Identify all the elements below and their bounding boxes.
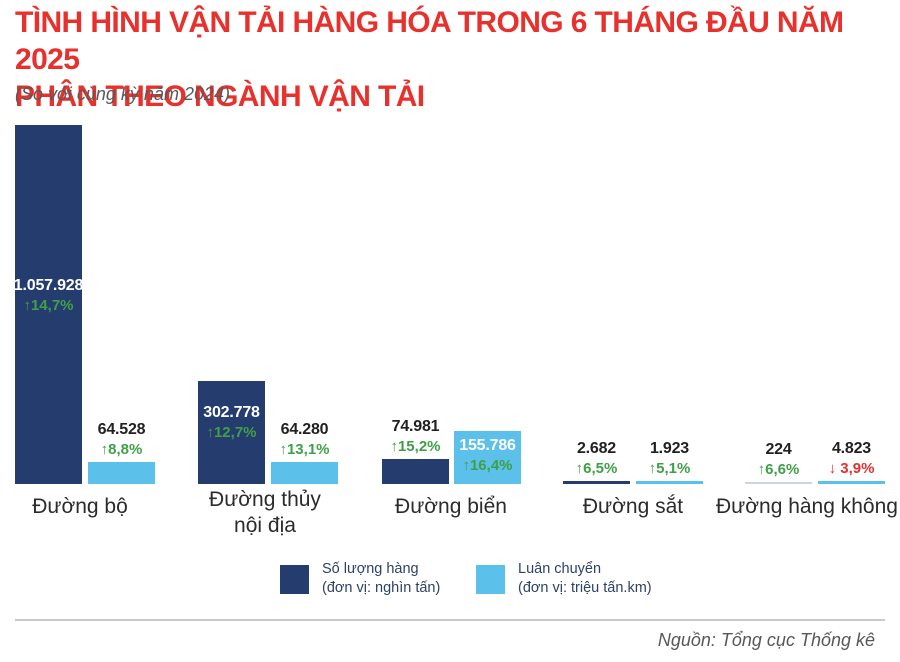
legend-text: Số lượng hàng (đơn vị: nghìn tấn) bbox=[322, 560, 440, 598]
rotation-swatch-icon bbox=[476, 565, 505, 594]
footer-divider bbox=[15, 619, 885, 621]
value-text: 4.823 bbox=[831, 440, 872, 457]
rotation-bar-duong-thuy-noi-dia bbox=[271, 462, 338, 484]
rotation-bar-duong-hang-khong bbox=[818, 481, 885, 484]
volume-bar-duong-hang-khong bbox=[745, 482, 812, 484]
legend-series-name: Luân chuyển bbox=[518, 561, 602, 577]
change-text: ↑12,7% bbox=[206, 424, 257, 441]
value-text: 64.528 bbox=[97, 421, 146, 439]
value-text: 1.057.928 bbox=[13, 277, 84, 294]
legend-item-rotation: Luân chuyển (đơn vị: triệu tấn.km) bbox=[476, 560, 652, 598]
category-label-duong-bo: Đường bộ bbox=[32, 495, 128, 518]
legend-text: Luân chuyển (đơn vị: triệu tấn.km) bbox=[518, 560, 652, 598]
value-label-volume-duong-thuy: 302.778 ↑12,7% bbox=[177, 402, 287, 442]
category-label-duong-bien: Đường biển bbox=[395, 495, 507, 518]
volume-bar-duong-bo bbox=[15, 125, 82, 484]
value-label-volume-hang-khong: 224 ↑6,6% bbox=[724, 439, 834, 479]
value-label-volume-duong-bien: 74.981 ↑15,2% bbox=[361, 416, 471, 456]
value-text: 64.280 bbox=[280, 421, 329, 439]
value-label-volume-duong-bo: 1.057.928 ↑14,7% bbox=[0, 275, 104, 315]
legend-series-unit: (đơn vị: triệu tấn.km) bbox=[518, 580, 652, 596]
change-text: ↑6,6% bbox=[757, 461, 800, 478]
value-label-rotation-duong-bo: 64.528 ↑8,8% bbox=[67, 419, 177, 459]
source-credit: Nguồn: Tổng cục Thống kê bbox=[657, 630, 875, 650]
change-text: ↑8,8% bbox=[100, 441, 143, 459]
legend-item-volume: Số lượng hàng (đơn vị: nghìn tấn) bbox=[280, 560, 440, 598]
title-line-1: TÌNH HÌNH VẬN TẢI HÀNG HÓA TRONG 6 THÁNG… bbox=[15, 6, 844, 76]
change-text: ↑5,1% bbox=[648, 460, 691, 477]
change-text: ↑14,7% bbox=[23, 297, 74, 314]
value-text: 302.778 bbox=[203, 404, 260, 421]
change-text: ↑15,2% bbox=[390, 437, 441, 455]
category-label-duong-sat: Đường sắt bbox=[582, 495, 684, 518]
value-label-rotation-hang-khong: 4.823 ↓ 3,9% bbox=[797, 438, 900, 478]
value-label-volume-duong-sat: 2.682 ↑6,5% bbox=[542, 438, 652, 478]
volume-swatch-icon bbox=[280, 565, 309, 594]
value-text: 74.981 bbox=[391, 417, 440, 435]
value-text: 1.923 bbox=[649, 440, 690, 457]
volume-bar-duong-sat bbox=[563, 481, 630, 484]
volume-bar-duong-bien bbox=[382, 458, 449, 484]
value-label-rotation-duong-thuy: 64.280 ↑13,1% bbox=[250, 419, 360, 459]
bar-chart: 1.057.928 ↑14,7% 302.778 ↑12,7% 155.786 … bbox=[0, 115, 900, 484]
page-title: TÌNH HÌNH VẬN TẢI HÀNG HÓA TRONG 6 THÁNG… bbox=[15, 4, 895, 115]
change-text: ↓ 3,9% bbox=[828, 460, 875, 477]
volume-bar-duong-thuy-noi-dia bbox=[198, 381, 265, 484]
rotation-bar-duong-bo bbox=[88, 462, 155, 484]
value-text: 2.682 bbox=[576, 440, 617, 457]
title-line-2: PHÂN THEO NGÀNH VẬN TẢI bbox=[15, 80, 425, 113]
change-text: ↑13,1% bbox=[279, 441, 330, 459]
change-text: ↑16,4% bbox=[462, 457, 513, 474]
category-label-duong-thuy: Đường thủy nội địa bbox=[209, 488, 321, 537]
value-text: 155.786 bbox=[459, 437, 516, 454]
category-label-duong-hang-khong: Đường hàng không bbox=[716, 495, 898, 518]
change-text: ↑6,5% bbox=[575, 460, 618, 477]
legend-series-unit: (đơn vị: nghìn tấn) bbox=[322, 580, 441, 596]
legend-series-name: Số lượng hàng bbox=[322, 561, 419, 577]
value-text: 224 bbox=[765, 441, 792, 458]
subtitle: (So với cùng kỳ năm 2024) bbox=[15, 84, 230, 104]
value-label-rotation-duong-bien: 155.786 ↑16,4% bbox=[433, 435, 543, 475]
value-label-rotation-duong-sat: 1.923 ↑5,1% bbox=[615, 438, 725, 478]
rotation-bar-duong-sat bbox=[636, 481, 703, 484]
rotation-bar-duong-bien bbox=[454, 431, 521, 484]
